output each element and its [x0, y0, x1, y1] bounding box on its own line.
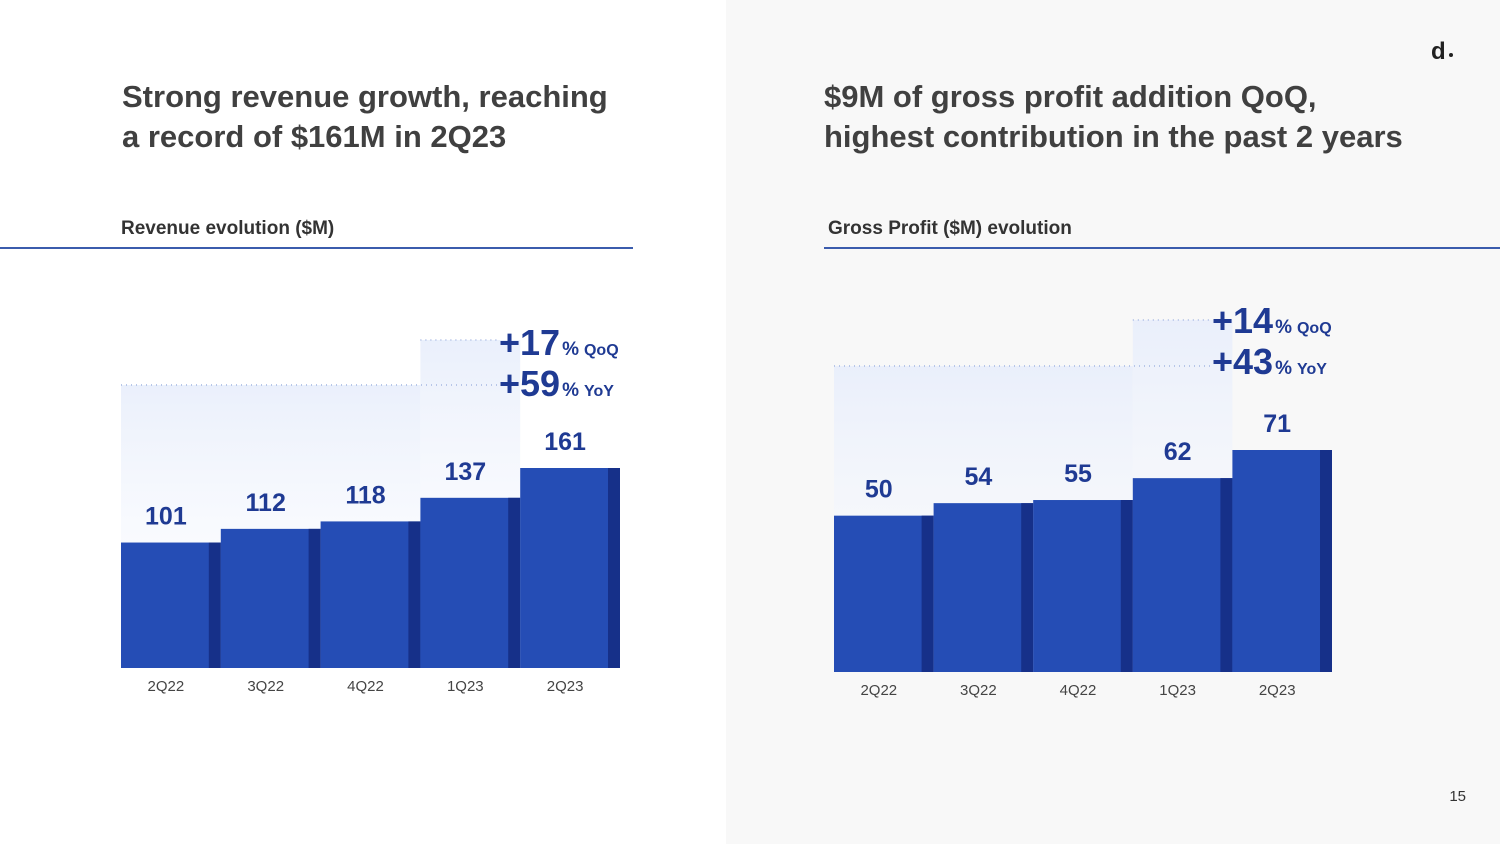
value-label-3Q22: 112: [246, 489, 286, 517]
gross-profit-headline: $9M of gross profit addition QoQ, highes…: [824, 79, 1403, 154]
value-label-2Q23: 71: [1263, 410, 1291, 438]
growth-value: +14: [1212, 300, 1273, 341]
page-number: 15: [1449, 788, 1466, 805]
bar-2Q22: [121, 542, 221, 668]
bar-2Q22: [834, 515, 934, 672]
value-label-2Q22: 50: [865, 476, 893, 504]
bar-side-4Q22: [408, 521, 421, 668]
revenue-headline: Strong revenue growth, reaching a record…: [122, 79, 608, 154]
tick-label-1Q23: 1Q23: [1159, 682, 1196, 699]
logo-dot: [1449, 53, 1453, 57]
tick-label-2Q22: 2Q22: [148, 678, 185, 695]
tick-label-2Q23: 2Q23: [1259, 682, 1296, 699]
bar-2Q23: [1232, 450, 1332, 672]
bar-side-2Q22: [208, 542, 221, 668]
growth-value: +59: [499, 363, 560, 404]
tick-label-2Q22: 2Q22: [860, 682, 897, 699]
value-label-1Q23: 137: [444, 458, 486, 486]
growth-value: +17: [499, 322, 560, 363]
tick-label-4Q22: 4Q22: [347, 678, 384, 695]
growth-yoy: +43% YoY: [1212, 341, 1327, 382]
revenue-chart-subtitle: Revenue evolution ($M): [121, 218, 335, 239]
growth-yoy: +59% YoY: [499, 363, 614, 404]
bar-side-3Q22: [308, 528, 321, 668]
company-logo: d: [1431, 38, 1446, 65]
value-label-2Q22: 101: [145, 503, 187, 531]
gross-profit-chart-subtitle: Gross Profit ($M) evolution: [828, 218, 1072, 239]
value-label-4Q22: 55: [1064, 460, 1092, 488]
tick-label-2Q23: 2Q23: [547, 678, 584, 695]
tick-label-3Q22: 3Q22: [960, 682, 997, 699]
bar-side-4Q22: [1120, 500, 1133, 672]
bar-3Q22: [933, 503, 1034, 672]
bar-4Q22: [320, 521, 421, 668]
growth-value: +43: [1212, 341, 1273, 382]
value-label-4Q22: 118: [345, 481, 385, 509]
value-label-2Q23: 161: [544, 428, 586, 456]
tick-label-1Q23: 1Q23: [447, 678, 484, 695]
growth-qoq: +17% QoQ: [499, 322, 619, 363]
bar-1Q23: [1132, 478, 1233, 672]
growth-qoq: +14% QoQ: [1212, 300, 1332, 341]
bar-side-3Q22: [1021, 503, 1034, 672]
bar-2Q23: [520, 468, 620, 668]
value-label-1Q23: 62: [1164, 438, 1192, 466]
revenue-subtitle-rule: [0, 247, 633, 249]
tick-label-3Q22: 3Q22: [247, 678, 284, 695]
gross-profit-subtitle-rule: [824, 247, 1500, 249]
bar-1Q23: [420, 497, 521, 668]
value-label-3Q22: 54: [964, 463, 992, 491]
bar-side-1Q23: [1220, 478, 1233, 672]
bar-side-2Q22: [921, 515, 934, 672]
bar-4Q22: [1033, 500, 1133, 672]
bar-side-2Q23: [1320, 450, 1332, 672]
bar-side-1Q23: [508, 497, 521, 668]
tick-label-4Q22: 4Q22: [1060, 682, 1097, 699]
bar-side-2Q23: [608, 468, 620, 668]
bar-3Q22: [220, 528, 321, 668]
